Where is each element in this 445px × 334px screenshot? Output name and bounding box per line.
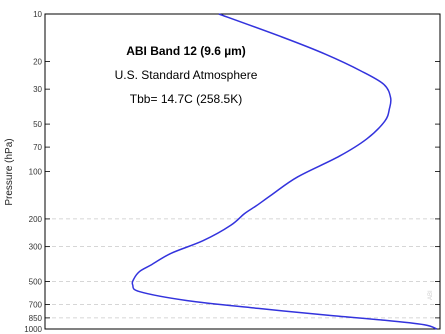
y-axis-label: Pressure (hPa) <box>4 138 15 205</box>
y-tick-label: 30 <box>33 85 42 94</box>
brightness-temperature-annotation: Tbb= 14.7C (258.5K) <box>130 92 242 106</box>
weighting-function-line <box>131 13 438 330</box>
grid-lines <box>45 218 440 319</box>
y-tick-label: 10 <box>33 10 42 19</box>
plot-frame <box>44 13 441 330</box>
y-axis-tick-labels: 10 20 30 50 70 100 200 300 500 700 850 1000 <box>24 10 42 334</box>
watermark: ABI <box>428 290 434 300</box>
y-tick-label: 70 <box>33 143 42 152</box>
y-tick-label: 300 <box>29 243 43 252</box>
y-tick-label: 20 <box>33 57 42 66</box>
y-tick-label: 700 <box>29 301 43 310</box>
y-tick-label: 850 <box>29 314 43 323</box>
y-tick-label: 50 <box>33 120 42 129</box>
y-tick-label: 100 <box>29 168 43 177</box>
chart-title: ABI Band 12 (9.6 µm) <box>126 44 246 58</box>
y-tick-label: 1000 <box>24 325 42 334</box>
y-tick-label: 200 <box>29 215 43 224</box>
chart-subtitle: U.S. Standard Atmosphere <box>115 68 258 82</box>
y-tick-label: 500 <box>29 278 43 287</box>
